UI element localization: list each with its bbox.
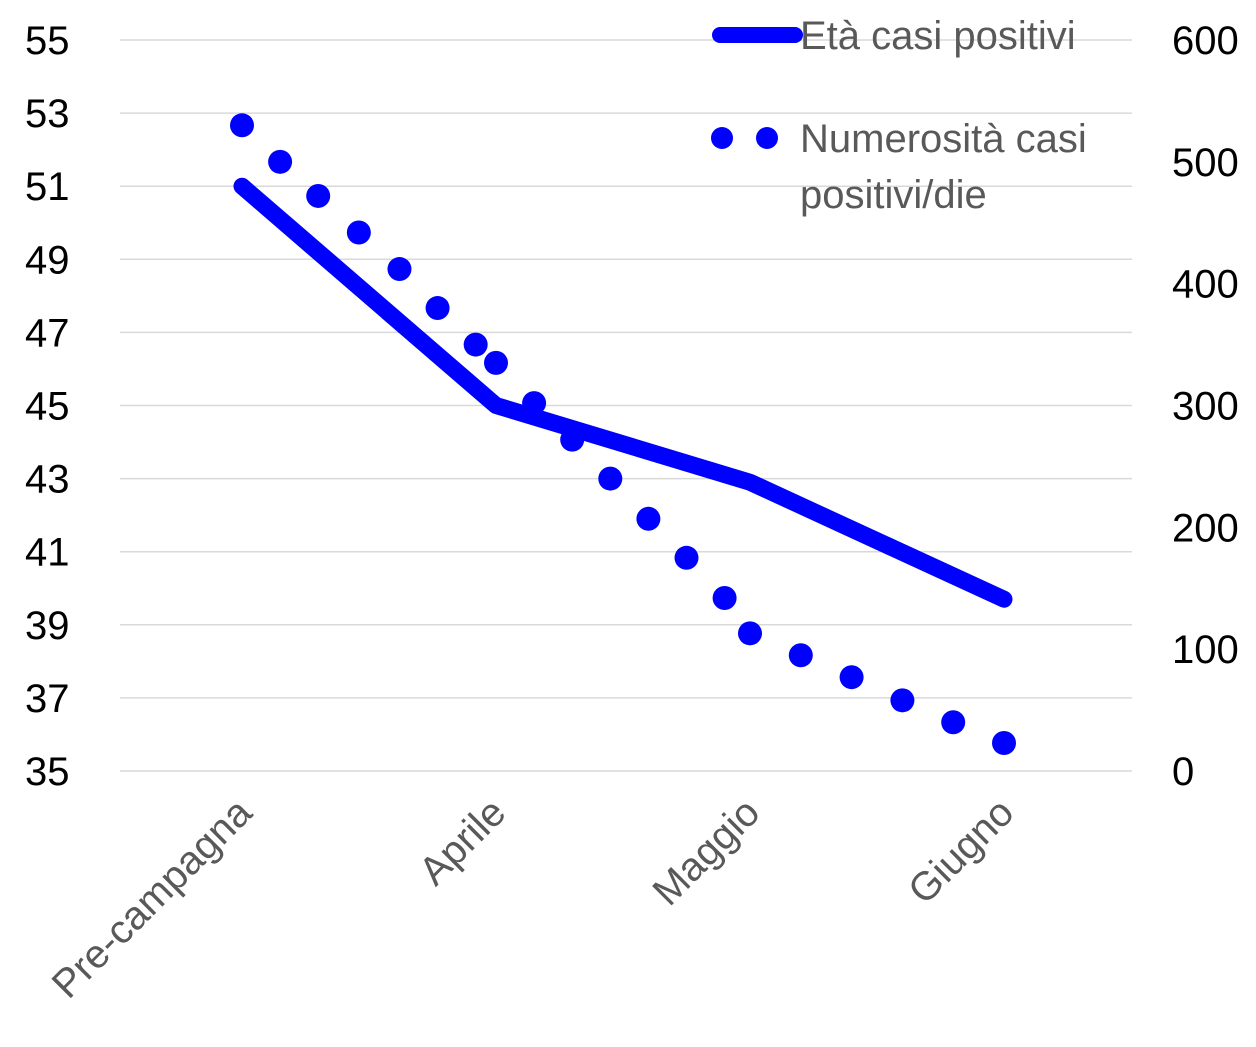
category-label: Aprile xyxy=(411,790,514,893)
dot-point xyxy=(463,332,488,357)
dot-point xyxy=(522,391,547,416)
right-tick-label: 300 xyxy=(1172,385,1239,429)
dot-point xyxy=(674,545,699,570)
dot-point xyxy=(941,710,966,735)
right-tick-label: 200 xyxy=(1172,506,1239,550)
right-tick-label: 400 xyxy=(1172,263,1239,307)
right-tick-label: 600 xyxy=(1172,19,1239,63)
category-label: Pre-campagna xyxy=(44,790,261,1007)
dot-point xyxy=(425,296,450,321)
dot-point xyxy=(636,506,661,531)
dot-point xyxy=(387,257,412,282)
dot-point xyxy=(890,688,915,713)
dot-point xyxy=(484,350,508,375)
legend-label-numerosita-line2: positivi/die xyxy=(800,173,987,217)
line-eta-casi-positivi xyxy=(233,177,1013,608)
right-tick-label: 100 xyxy=(1172,628,1239,672)
left-tick-label: 49 xyxy=(25,238,70,282)
left-tick-label: 53 xyxy=(25,92,70,136)
right-tick-label: 500 xyxy=(1172,141,1239,185)
dot-point xyxy=(839,665,864,690)
dot-point xyxy=(268,149,293,174)
series-numerosita-casi xyxy=(230,113,1016,755)
dot-point xyxy=(992,730,1016,755)
dot-point xyxy=(230,113,254,138)
category-label: Giugno xyxy=(900,790,1022,912)
legend-label-eta: Età casi positivi xyxy=(800,14,1076,58)
left-tick-label: 43 xyxy=(25,458,70,502)
category-axis-labels: Pre-campagna Aprile Maggio Giugno xyxy=(44,790,1023,1007)
left-tick-label: 51 xyxy=(25,165,70,209)
left-tick-label: 55 xyxy=(25,19,70,63)
left-tick-label: 35 xyxy=(25,750,70,794)
series-eta-casi-positivi xyxy=(233,177,1013,608)
dot-point xyxy=(346,220,371,245)
left-tick-label: 37 xyxy=(25,677,70,721)
left-tick-label: 47 xyxy=(25,311,70,355)
legend-swatch-dot xyxy=(756,127,778,149)
dot-point xyxy=(306,183,331,208)
dot-point xyxy=(560,427,585,452)
right-axis-ticks: 0 100 200 300 400 500 600 xyxy=(1172,19,1239,794)
dot-point xyxy=(788,643,813,668)
category-label: Maggio xyxy=(644,790,768,914)
legend: Età casi positivi Numerosità casi positi… xyxy=(711,14,1087,217)
left-axis-ticks: 35 37 39 41 43 45 47 49 51 53 55 xyxy=(25,19,70,794)
gridlines xyxy=(120,39,1132,772)
left-tick-label: 39 xyxy=(25,604,70,648)
left-tick-label: 45 xyxy=(25,385,70,429)
legend-swatch-dot xyxy=(711,127,733,149)
dot-point xyxy=(598,466,623,491)
dot-point xyxy=(712,585,737,610)
left-tick-label: 41 xyxy=(25,531,70,575)
right-tick-label: 0 xyxy=(1172,750,1194,794)
dot-point xyxy=(738,621,762,646)
legend-label-numerosita-line1: Numerosità casi xyxy=(800,117,1087,161)
